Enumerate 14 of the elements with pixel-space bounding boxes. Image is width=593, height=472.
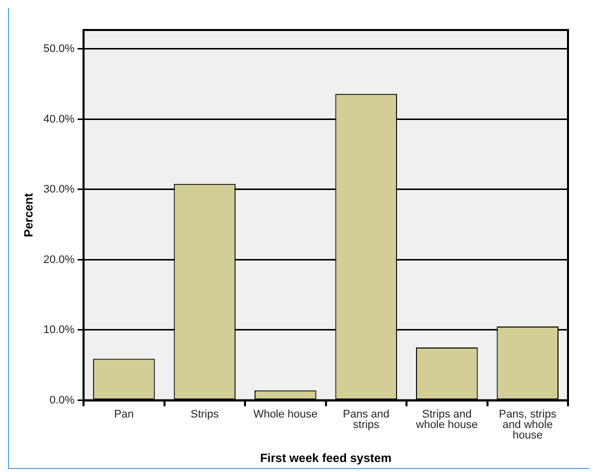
y-tick-label: 30.0% [43,184,75,196]
y-tick-label: 40.0% [43,113,75,126]
y-tick-label: 50.0% [43,43,75,55]
x-tick-label: Pans and strips [342,408,390,431]
y-tick-label: 0.0% [50,394,75,406]
x-tick-label: Pan [114,408,134,421]
x-tick-label: Pans, strips and whole house [498,408,557,442]
y-tick-label: 20.0% [43,254,75,266]
y-tick-label: 10.0% [43,324,75,336]
x-tick-label: Whole house [253,408,318,421]
x-tick-label: Strips [190,408,220,421]
x-tick-label: Strips and whole house [415,408,478,431]
x-axis-title: First week feed system [260,451,392,466]
y-axis-title: Percent [22,193,36,238]
